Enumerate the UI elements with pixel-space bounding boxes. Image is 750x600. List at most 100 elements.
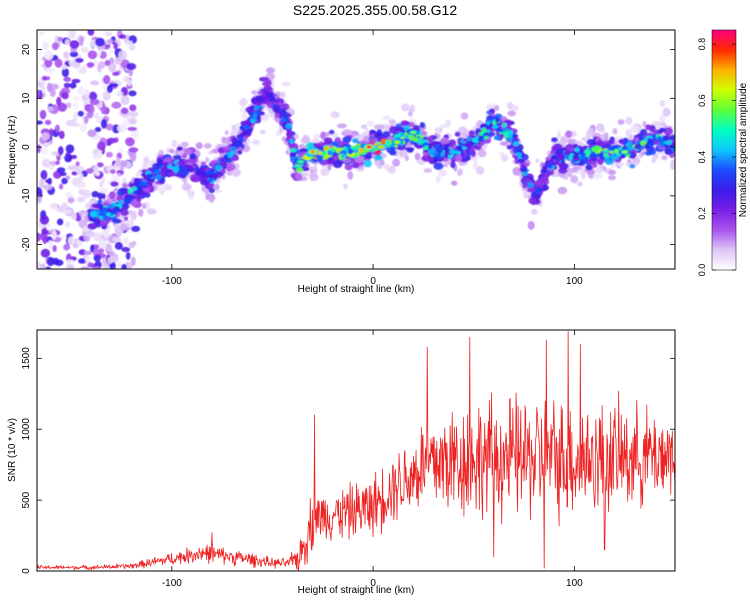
spectrogram-cell — [42, 184, 53, 191]
spectrogram-cell — [477, 138, 484, 142]
spectrogram-cell — [92, 152, 102, 160]
spectrogram-cell — [128, 147, 139, 153]
spectrogram-cell — [130, 256, 136, 267]
spectrogram-cell — [118, 34, 127, 39]
spectrogram-cell — [285, 123, 293, 130]
spectrogram-cell — [51, 151, 61, 156]
spectrogram-cell — [607, 175, 616, 181]
spectrogram-cell — [455, 153, 462, 162]
spectrogram-cell — [237, 137, 245, 143]
spectrogram-cell — [382, 115, 391, 120]
spectrogram-cell — [553, 160, 561, 165]
spectrogram-cell — [65, 102, 72, 109]
spectrogram-cell — [89, 211, 97, 218]
spectrogram-cell — [67, 196, 75, 204]
spectrogram-cell — [77, 86, 86, 96]
spectrogram-cell — [85, 168, 94, 174]
spectrogram-cell — [612, 127, 618, 135]
spectrogram-cell — [67, 165, 78, 171]
spectrogram-cell — [47, 177, 53, 185]
spectrogram-cell — [501, 128, 509, 132]
spectrogram-y-tick-label: 20 — [21, 44, 32, 56]
spectrogram-cell — [625, 162, 631, 167]
spectrogram-cell — [337, 123, 347, 129]
spectrogram-cell — [580, 151, 587, 157]
spectrogram-cell — [203, 142, 212, 149]
spectrogram-cell — [78, 188, 85, 196]
spectrogram-cell — [106, 137, 117, 144]
spectrogram-cell — [235, 122, 240, 132]
spectrogram-cell — [395, 140, 400, 144]
spectrogram-cell — [121, 246, 131, 253]
spectrogram-cell — [449, 149, 456, 155]
spectrogram-cell — [94, 126, 102, 133]
spectrogram-cell — [86, 62, 94, 68]
spectrogram-cell — [47, 106, 54, 112]
spectrogram-cell — [172, 165, 180, 172]
spectrogram-cell — [163, 157, 173, 163]
spectrogram-cell — [407, 111, 413, 117]
spectrogram-cell — [119, 223, 128, 230]
spectrogram-cell — [551, 156, 559, 160]
spectrogram-cell — [251, 139, 261, 146]
spectrogram-cell — [512, 143, 519, 147]
spectrogram-cell — [472, 160, 479, 170]
spectrogram-cell — [37, 194, 42, 204]
spectrogram-cell — [116, 91, 124, 97]
spectrogram-cell — [556, 130, 562, 139]
spectrogram-cell — [173, 154, 182, 160]
spectrogram-cell — [265, 67, 276, 74]
spectrogram-cell — [37, 120, 43, 125]
spectrogram-cell — [59, 172, 67, 177]
spectrogram-cell — [351, 162, 360, 169]
spectrogram-cell — [652, 129, 659, 135]
colorbar-tick-label: 0.2 — [697, 207, 707, 220]
snr-x-ticks: -100 0 100 — [162, 330, 583, 589]
spectrogram-cell — [122, 182, 129, 189]
spectrogram-cell — [104, 59, 111, 66]
spectrogram-cell — [183, 148, 193, 156]
spectrogram-cell — [253, 106, 259, 111]
spectrogram-cell — [614, 149, 619, 154]
spectrogram-cell — [84, 255, 91, 263]
spectrogram-y-label: Frequency (Hz) — [7, 116, 18, 185]
spectrogram-cell — [547, 162, 553, 169]
spectrogram-cell — [55, 160, 60, 165]
spectrogram-cell — [259, 129, 266, 135]
spectrogram-cell — [111, 101, 122, 109]
spectrogram-cell — [507, 110, 516, 117]
spectrogram-cell — [135, 172, 142, 177]
spectrogram-cell — [388, 118, 396, 126]
spectrogram-cell — [435, 147, 444, 153]
spectrogram-cell — [106, 205, 115, 209]
spectrogram-cell — [125, 199, 132, 204]
spectrogram-cell — [98, 247, 105, 254]
spectrogram-cell — [670, 159, 675, 165]
spectrogram-cell — [638, 135, 643, 141]
spectrogram-cell — [115, 231, 122, 238]
spectrogram-cell — [67, 236, 76, 246]
spectrogram-cell — [141, 203, 147, 209]
spectrogram-cell — [565, 143, 574, 150]
spectrogram-cell — [40, 84, 46, 94]
spectrogram-cell — [353, 149, 359, 154]
spectrogram-cell — [37, 144, 41, 154]
spectrogram-cell — [450, 180, 458, 186]
spectrogram-cell — [670, 146, 675, 152]
spectrogram-cell — [61, 64, 68, 70]
spectrogram-cell — [58, 146, 64, 156]
snr-y-tick-label: 1000 — [21, 418, 32, 441]
spectrogram-cell — [95, 48, 102, 57]
spectrogram-cell — [117, 123, 127, 133]
spectrogram-cell — [234, 162, 240, 170]
spectrogram-cell — [423, 168, 433, 173]
spectrogram-cell — [651, 157, 657, 164]
spectrogram-cell — [115, 157, 121, 168]
spectrogram-cell — [469, 147, 475, 154]
spectrogram-cell — [87, 50, 98, 60]
spectrogram-cell — [230, 130, 237, 137]
spectrogram-cell — [478, 135, 485, 140]
spectrogram-cell — [123, 76, 129, 83]
spectrogram-cell — [120, 188, 130, 194]
